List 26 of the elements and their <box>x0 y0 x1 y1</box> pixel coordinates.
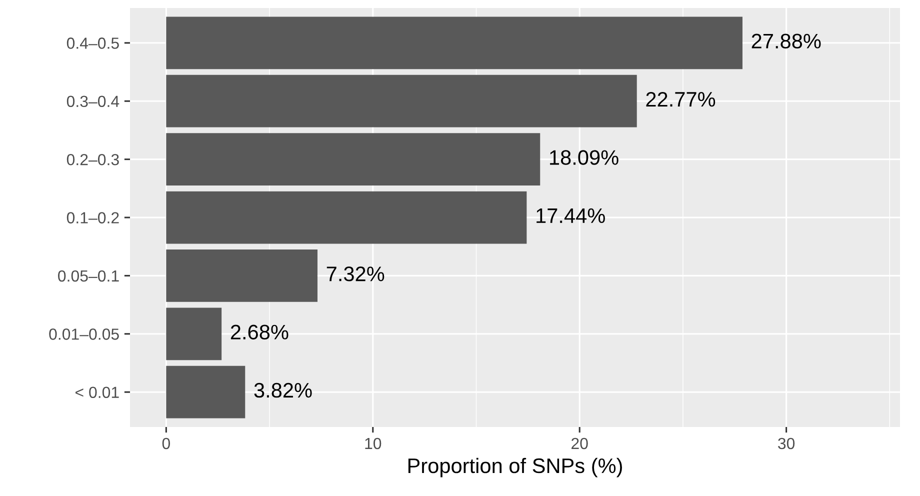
data-label: 7.32% <box>326 266 384 282</box>
bar <box>166 250 318 302</box>
data-label: 18.09% <box>550 150 618 165</box>
bar <box>166 308 222 360</box>
x-tick-label: 0 <box>162 438 170 450</box>
bar <box>166 74 637 128</box>
bar <box>166 366 246 418</box>
data-label: 27.88% <box>752 34 821 49</box>
y-tick-label: 0.3–0.4 <box>66 96 120 108</box>
data-label: 22.77% <box>646 92 716 107</box>
x-tick-label: 20 <box>572 438 588 450</box>
y-tick-label: 0.05–0.1 <box>58 270 119 282</box>
y-tick-label: 0.1–0.2 <box>66 212 119 224</box>
x-tick-label: 10 <box>365 438 382 450</box>
bar <box>166 191 527 244</box>
y-tick-label: 0.4–0.5 <box>66 38 119 49</box>
x-tick-label: 30 <box>778 438 795 450</box>
data-label: 2.68% <box>230 324 288 340</box>
data-label: 3.82% <box>254 382 312 398</box>
x-axis-title: Proportion of SNPs (%) <box>408 458 622 478</box>
bar <box>166 133 540 186</box>
y-tick-label: 0.2–0.3 <box>66 154 119 166</box>
bar <box>166 16 742 70</box>
data-label: 17.44% <box>536 208 605 224</box>
y-tick-label: < 0.01 <box>76 386 119 398</box>
y-tick-label: 0.01–0.05 <box>49 328 119 340</box>
